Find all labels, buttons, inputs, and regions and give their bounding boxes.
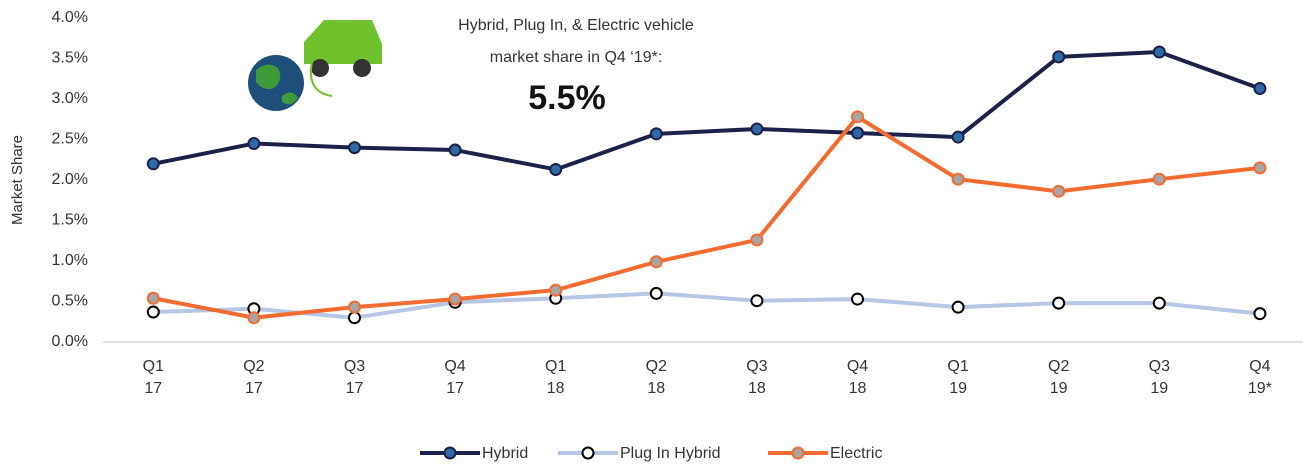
legend-label: Hybrid (482, 445, 528, 462)
y-tick-label: 4.0% (52, 9, 88, 26)
point (951, 172, 965, 186)
point (649, 286, 663, 300)
point (851, 292, 864, 306)
y-tick-label: 1.5% (52, 212, 88, 229)
x-tick-label: Q4 19* (1247, 358, 1272, 397)
point (1052, 50, 1066, 64)
y-tick-label: 0.0% (52, 333, 88, 350)
point (1152, 45, 1166, 59)
x-tick-label: Q2 18 (645, 358, 667, 397)
point (146, 157, 160, 171)
point (348, 311, 361, 325)
highlight: 5.5% (528, 79, 606, 117)
point (247, 311, 261, 325)
x-tick-label: Q4 17 (444, 358, 466, 397)
point (1152, 172, 1166, 186)
point (851, 126, 864, 140)
x-tick-label: Q1 17 (142, 358, 164, 397)
x-tick-label: Q4 18 (846, 358, 869, 397)
point (1152, 296, 1166, 310)
point (1253, 81, 1267, 95)
point (146, 291, 160, 305)
point (750, 122, 764, 136)
x-tick-label: Q1 18 (545, 358, 567, 397)
point (1052, 184, 1066, 198)
point (649, 127, 663, 141)
point (448, 292, 462, 306)
y-tick-label: 3.5% (52, 50, 88, 67)
point (1253, 161, 1267, 175)
y-tick-label: 2.0% (52, 171, 88, 188)
annotation: market share in Q4 ‘19*: (490, 49, 663, 66)
point (951, 130, 965, 144)
series-line (152, 50, 1261, 172)
point (348, 141, 361, 155)
y-tick-label: 0.5% (52, 293, 88, 310)
y-tick-label: 1.0% (52, 252, 88, 269)
x-tick-label: Q2 17 (243, 358, 265, 397)
series-line (152, 114, 1261, 320)
legend-marker (443, 446, 457, 460)
y-axis-label: Market Share (9, 135, 26, 225)
point (1253, 307, 1267, 321)
point (649, 255, 663, 269)
x-tick-label: Q2 19 (1048, 358, 1070, 397)
x-tick-label: Q3 18 (746, 358, 768, 397)
legend-label: Electric (830, 445, 882, 462)
y-tick-label: 3.0% (52, 90, 88, 107)
point (146, 305, 160, 319)
point (348, 300, 361, 314)
point (1052, 296, 1066, 310)
eco-car-icon (248, 20, 382, 111)
series-line (153, 291, 1261, 320)
y-tick-label: 2.5% (52, 131, 88, 148)
x-tick-label: Q1 19 (947, 358, 969, 397)
point (851, 110, 864, 124)
legend-label: Plug In Hybrid (620, 445, 721, 462)
point (750, 294, 764, 308)
x-tick-label: Q3 19 (1148, 358, 1170, 397)
legend-marker (581, 446, 595, 460)
x-tick-label: Q3 17 (343, 358, 366, 397)
point (448, 143, 462, 157)
annotation: Hybrid, Plug In, & Electric vehicle (458, 17, 694, 34)
point (549, 283, 563, 297)
point (549, 162, 563, 176)
legend-marker (791, 446, 805, 460)
point (750, 233, 764, 247)
point (951, 300, 965, 314)
point (247, 137, 261, 151)
